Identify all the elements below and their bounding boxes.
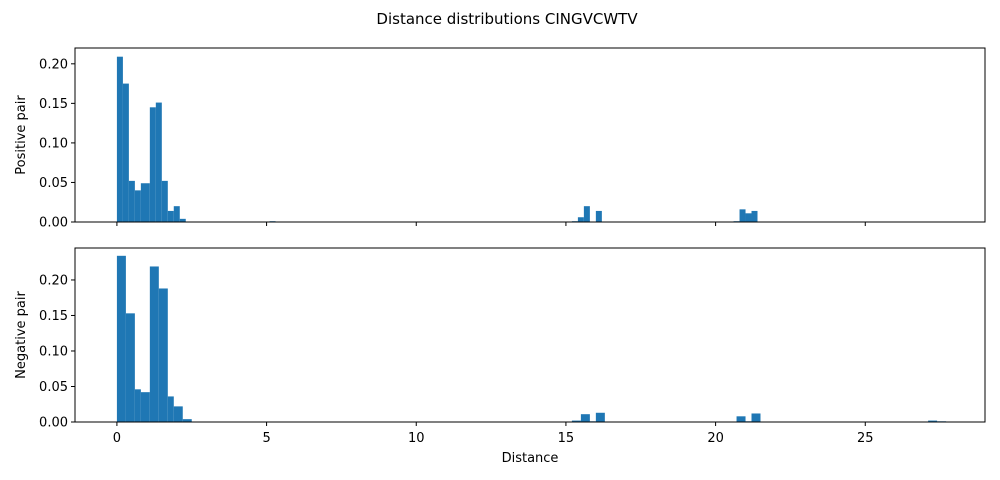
negative-y-tick-label-4: 0.20 bbox=[39, 273, 68, 288]
negative-bar-2 bbox=[134, 389, 141, 422]
negative-bar-5 bbox=[158, 288, 168, 422]
positive-axes-frame bbox=[74, 47, 986, 223]
negative-y-tick-label-1: 0.05 bbox=[39, 380, 68, 395]
positive-bar-13 bbox=[577, 217, 584, 222]
negative-y-axis-label: Negative pair bbox=[14, 291, 29, 379]
negative-bar-1 bbox=[125, 313, 135, 422]
positive-bar-18 bbox=[745, 213, 752, 222]
positive-bar-17 bbox=[739, 209, 746, 222]
negative-bar-16 bbox=[928, 420, 938, 422]
positive-bar-0 bbox=[116, 56, 123, 223]
positive-y-tick-label-4: 0.20 bbox=[39, 57, 68, 72]
positive-y-tick-label-3: 0.15 bbox=[39, 97, 68, 112]
negative-bar-12 bbox=[595, 412, 605, 422]
positive-bar-10 bbox=[179, 218, 186, 222]
positive-y-tick-label-1: 0.05 bbox=[39, 176, 68, 191]
negative-bar-8 bbox=[182, 419, 192, 422]
x-tick-label-3: 15 bbox=[558, 431, 575, 446]
positive-bar-7 bbox=[161, 180, 168, 222]
positive-bar-3 bbox=[134, 190, 141, 222]
positive-bar-5 bbox=[149, 107, 156, 222]
x-tick-label-0: 0 bbox=[113, 431, 121, 446]
positive-bar-14 bbox=[583, 206, 590, 222]
negative-bar-6 bbox=[167, 396, 174, 422]
negative-bar-3 bbox=[140, 392, 150, 422]
x-tick-label-1: 5 bbox=[262, 431, 270, 446]
negative-y-tick-label-2: 0.10 bbox=[39, 344, 68, 359]
negative-bar-9 bbox=[571, 420, 581, 422]
x-axis-label: Distance bbox=[502, 451, 559, 466]
positive-bar-6 bbox=[155, 102, 162, 222]
negative-bar-15 bbox=[751, 413, 761, 422]
positive-bar-15 bbox=[595, 210, 602, 222]
negative-bar-7 bbox=[173, 406, 183, 422]
negative-y-tick-label-3: 0.15 bbox=[39, 309, 68, 324]
positive-bar-19 bbox=[751, 210, 758, 222]
positive-pair-panel: 0.00 0.05 0.10 0.15 0.20 Positive pair bbox=[14, 47, 986, 231]
positive-bar-4 bbox=[140, 183, 150, 222]
positive-bar-8 bbox=[167, 210, 174, 222]
negative-pair-panel: 0.00 0.05 0.10 0.15 0.20 0 5 10 15 20 25 Negative p… bbox=[14, 247, 986, 446]
negative-bar-10 bbox=[580, 414, 590, 422]
positive-bar-1 bbox=[122, 83, 129, 222]
negative-bar-13 bbox=[736, 416, 746, 422]
negative-bar-4 bbox=[149, 266, 159, 422]
x-tick-label-4: 20 bbox=[707, 431, 724, 446]
positive-y-tick-label-2: 0.10 bbox=[39, 136, 68, 151]
negative-axes-frame bbox=[74, 247, 986, 423]
positive-bar-9 bbox=[173, 206, 180, 222]
x-tick-label-2: 10 bbox=[408, 431, 425, 446]
positive-y-tick-label-0: 0.00 bbox=[39, 216, 68, 231]
positive-bar-2 bbox=[128, 180, 135, 222]
negative-y-tick-label-0: 0.00 bbox=[39, 416, 68, 431]
chart-title: Distance distributions CINGVCWTV bbox=[376, 10, 638, 28]
positive-y-axis-label: Positive pair bbox=[14, 95, 29, 175]
negative-bar-0 bbox=[116, 255, 126, 422]
x-tick-label-5: 25 bbox=[857, 431, 874, 446]
